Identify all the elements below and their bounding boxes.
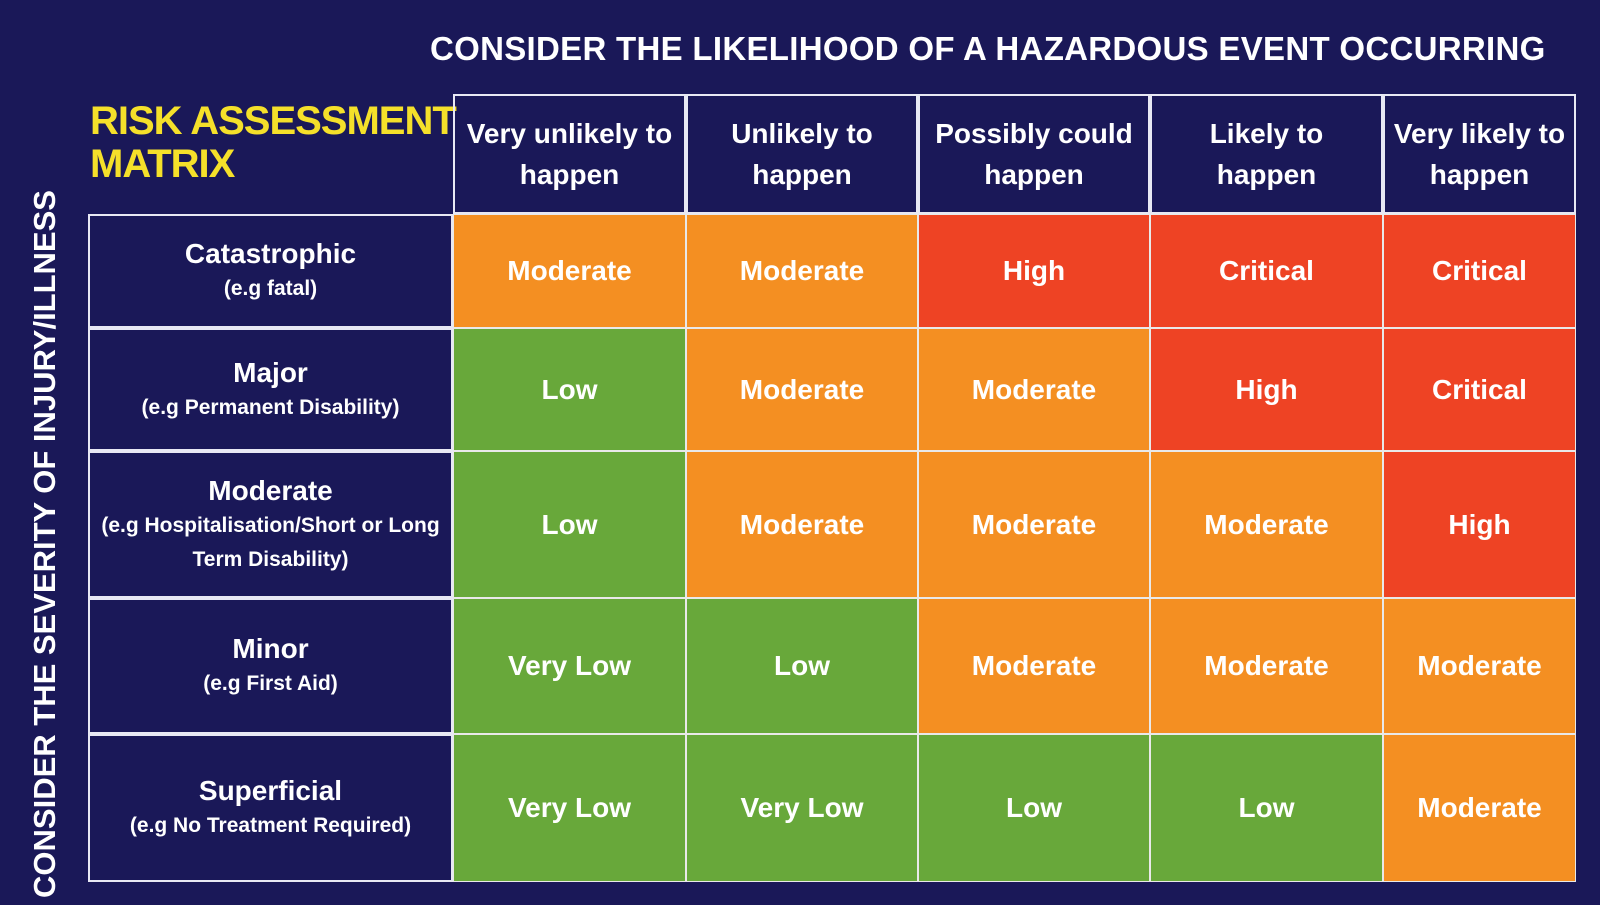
row-header-example: (e.g First Aid) bbox=[203, 672, 338, 695]
column-header: Unlikely to happen bbox=[686, 94, 918, 214]
risk-cell: Moderate bbox=[1150, 598, 1383, 734]
row-header-label: Minor bbox=[232, 633, 309, 664]
column-header-line2: happen bbox=[519, 159, 620, 190]
risk-cell: Moderate bbox=[918, 328, 1150, 451]
row-header: Moderate (e.g Hospitalisation/Short or Lo… bbox=[88, 451, 453, 598]
row-header-example: (e.g fatal) bbox=[223, 277, 318, 300]
row-header-example: (e.g Permanent Disability) bbox=[141, 395, 400, 419]
row-header-example: (e.g Hospitalisation/Short or Long Term … bbox=[101, 513, 440, 571]
risk-cell: High bbox=[1383, 451, 1576, 598]
row-header: Superficial (e.g No Treatment Required) bbox=[88, 734, 453, 882]
matrix-title: RISK ASSESSMENT MATRIX bbox=[90, 99, 457, 186]
risk-cell: Moderate bbox=[686, 214, 918, 328]
risk-cell: Moderate bbox=[918, 598, 1150, 734]
risk-cell: Moderate bbox=[686, 328, 918, 451]
risk-cell: Very Low bbox=[453, 598, 686, 734]
risk-cell: Low bbox=[918, 734, 1150, 882]
column-header-line2: happen bbox=[752, 159, 852, 190]
likelihood-axis-title: CONSIDER THE LIKELIHOOD OF A HAZARDOUS E… bbox=[430, 30, 1546, 67]
row-header-label: Superficial bbox=[198, 775, 343, 806]
risk-cell: Very Low bbox=[686, 734, 918, 882]
row-header: Catastrophic (e.g fatal) bbox=[88, 214, 453, 328]
risk-cell: Low bbox=[1150, 734, 1383, 882]
column-header-line1: Likely to bbox=[1209, 118, 1324, 149]
column-header: Very likely to happen bbox=[1383, 94, 1576, 214]
row-header-example: (e.g No Treatment Required) bbox=[129, 814, 412, 837]
row-header-label: Major bbox=[233, 356, 308, 388]
matrix-title-line1: RISK ASSESSMENT bbox=[90, 99, 457, 143]
risk-cell: High bbox=[918, 214, 1150, 328]
risk-cell: Critical bbox=[1150, 214, 1383, 328]
column-header: Possibly could happen bbox=[918, 94, 1150, 214]
risk-cell: Moderate bbox=[1150, 451, 1383, 598]
risk-cell: Very Low bbox=[453, 734, 686, 882]
column-header-line2: happen bbox=[1429, 159, 1530, 190]
risk-cell: Critical bbox=[1383, 214, 1576, 328]
severity-axis-title: CONSIDER THE SEVERITY OF INJURY/ILLNESS bbox=[27, 190, 62, 898]
column-header-line1: Unlikely to bbox=[731, 118, 873, 149]
risk-cell: Moderate bbox=[1383, 598, 1576, 734]
risk-cell: Moderate bbox=[686, 451, 918, 598]
risk-cell: Low bbox=[453, 451, 686, 598]
row-header: Minor (e.g First Aid) bbox=[88, 598, 453, 734]
column-header: Very unlikely to happen bbox=[453, 94, 686, 214]
row-header-label: Moderate bbox=[208, 474, 333, 506]
column-header-line1: Very likely to bbox=[1393, 118, 1566, 149]
column-header-line2: happen bbox=[1216, 159, 1317, 190]
row-header-label: Catastrophic bbox=[184, 238, 357, 269]
risk-cell: High bbox=[1150, 328, 1383, 451]
column-header-line1: Very unlikely to bbox=[466, 118, 673, 149]
matrix-title-line2: MATRIX bbox=[90, 142, 235, 186]
column-header-line2: happen bbox=[984, 159, 1084, 190]
risk-cell: Moderate bbox=[1383, 734, 1576, 882]
column-header-line1: Possibly could bbox=[935, 118, 1133, 149]
risk-cell: Critical bbox=[1383, 328, 1576, 451]
risk-cell: Moderate bbox=[453, 214, 686, 328]
row-header: Major (e.g Permanent Disability) bbox=[88, 328, 453, 451]
column-header: Likely to happen bbox=[1150, 94, 1383, 214]
risk-cell: Low bbox=[453, 328, 686, 451]
risk-cell: Moderate bbox=[918, 451, 1150, 598]
risk-cell: Low bbox=[686, 598, 918, 734]
